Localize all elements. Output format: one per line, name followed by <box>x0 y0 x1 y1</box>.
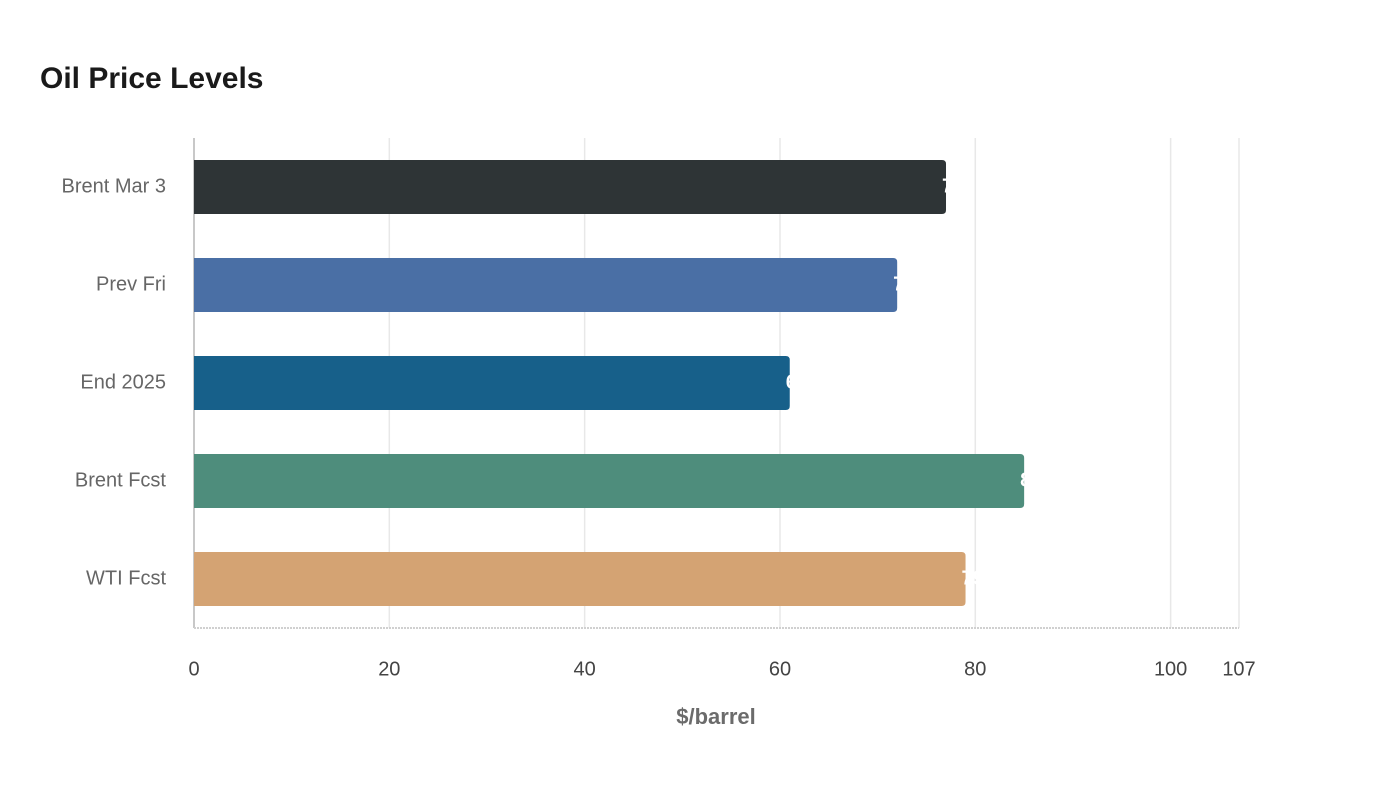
x-axis-label: $/barrel <box>676 704 756 729</box>
chart-title: Oil Price Levels <box>40 62 263 95</box>
value-label: 79 <box>962 567 984 589</box>
bar <box>194 356 790 410</box>
bar <box>194 552 966 606</box>
bar <box>194 454 1025 508</box>
value-label: 72 <box>893 273 915 295</box>
bar <box>194 160 947 214</box>
value-label: 77 <box>942 175 964 197</box>
value-label: 61 <box>786 371 808 393</box>
x-tick-label: 100 <box>1154 658 1187 680</box>
x-tick-label: 107 <box>1222 658 1255 680</box>
y-tick-label: Brent Fcst <box>75 469 167 491</box>
y-tick-label: End 2025 <box>80 371 166 393</box>
x-tick-label: 20 <box>378 658 400 680</box>
x-tick-label: 40 <box>574 658 596 680</box>
x-tick-label: 60 <box>769 658 791 680</box>
y-tick-label: WTI Fcst <box>86 567 166 589</box>
value-label: 85 <box>1020 469 1042 491</box>
bar <box>194 258 898 312</box>
x-tick-label: 80 <box>964 658 986 680</box>
y-tick-label: Prev Fri <box>96 273 166 295</box>
x-tick-label: 0 <box>188 658 199 680</box>
y-tick-label: Brent Mar 3 <box>62 175 166 197</box>
